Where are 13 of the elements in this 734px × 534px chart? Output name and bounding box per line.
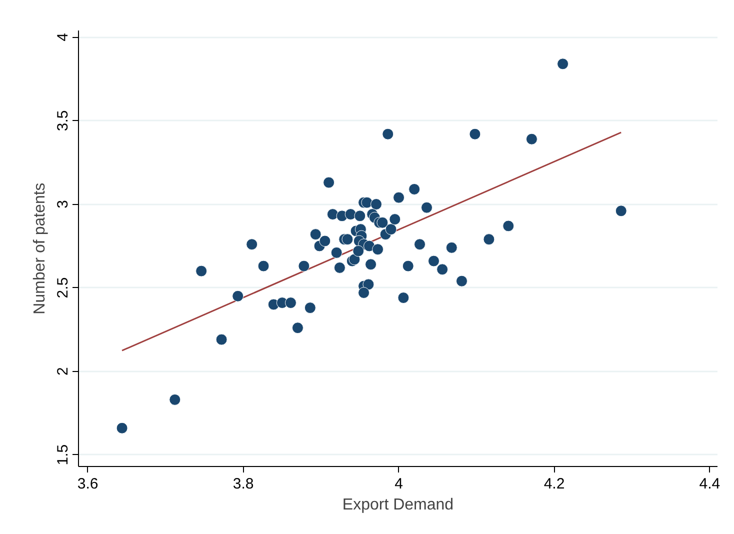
x-tick-label: 3.6 xyxy=(77,476,98,492)
y-tick-label: 4 xyxy=(54,33,72,42)
y-tick-label: 3.5 xyxy=(54,110,72,132)
y-tick-label: 2 xyxy=(54,367,72,376)
y-tick-label: 2.5 xyxy=(54,277,72,298)
x-tick-label: 4.4 xyxy=(699,476,720,492)
y-axis-title: Number of patents xyxy=(32,182,48,314)
x-tick-label: 3.8 xyxy=(232,476,254,492)
x-tick-label: 4 xyxy=(394,476,403,492)
y-tick-label: 3 xyxy=(54,200,72,208)
x-tick-label: 4.2 xyxy=(544,476,565,492)
x-axis-title: Export Demand xyxy=(342,496,454,514)
y-tick-label: 1.5 xyxy=(54,444,72,466)
